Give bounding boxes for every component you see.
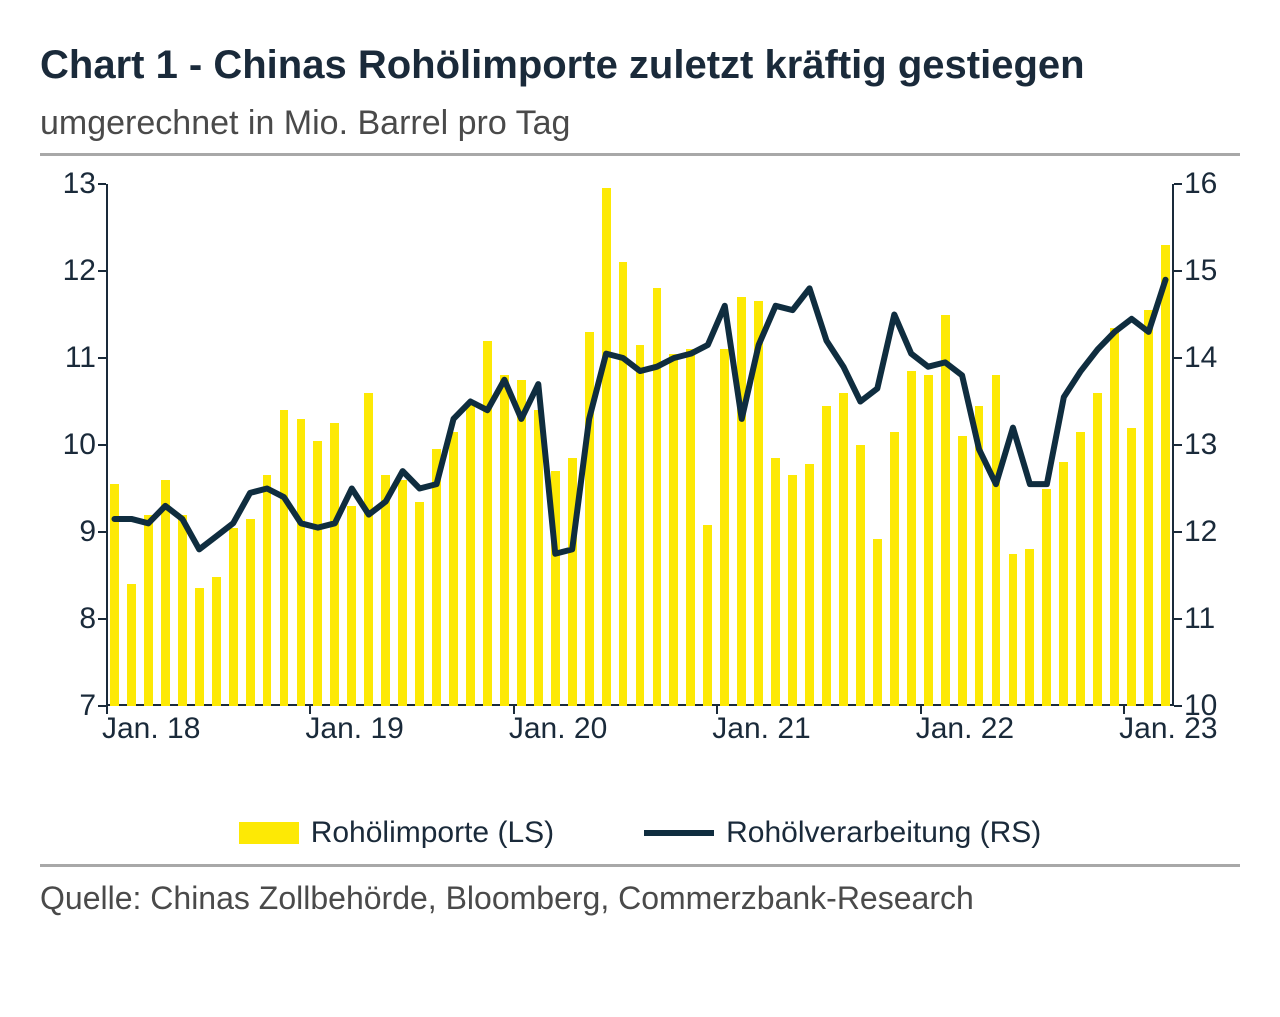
- plot-wrap: 7891011121310111213141516Jan. 18Jan. 19J…: [40, 174, 1240, 754]
- series-line: [114, 280, 1165, 554]
- y-left-tickmark: [98, 444, 106, 446]
- line-overlay: [106, 184, 1174, 706]
- y-right-tickmark: [1174, 531, 1182, 533]
- x-tickmark: [106, 706, 108, 714]
- y-right-tickmark: [1174, 183, 1182, 185]
- x-tick: Jan. 22: [916, 706, 1014, 746]
- chart-container: Chart 1 - Chinas Rohölimporte zuletzt kr…: [0, 0, 1280, 1017]
- legend-line-label: Rohölverarbeitung (RS): [726, 816, 1041, 850]
- x-tick: Jan. 19: [305, 706, 403, 746]
- chart-subtitle: umgerechnet in Mio. Barrel pro Tag: [40, 104, 1240, 143]
- legend: Rohölimporte (LS) Rohölverarbeitung (RS): [40, 816, 1240, 850]
- plot-area: 7891011121310111213141516Jan. 18Jan. 19J…: [106, 184, 1174, 706]
- y-left-tickmark: [98, 618, 106, 620]
- y-right-tickmark: [1174, 618, 1182, 620]
- y-left-tickmark: [98, 270, 106, 272]
- y-left-tickmark: [98, 357, 106, 359]
- x-tick: Jan. 20: [509, 706, 607, 746]
- y-right-tickmark: [1174, 270, 1182, 272]
- chart-title: Chart 1 - Chinas Rohölimporte zuletzt kr…: [40, 40, 1240, 90]
- x-tick: Jan. 23: [1119, 706, 1217, 746]
- legend-swatch-line-icon: [644, 830, 714, 836]
- y-left-tickmark: [98, 183, 106, 185]
- legend-swatch-bar-icon: [239, 822, 299, 844]
- legend-bars-label: Rohölimporte (LS): [311, 816, 554, 850]
- divider-top: [40, 153, 1240, 156]
- x-tickmark: [1123, 706, 1125, 714]
- x-tick: Jan. 21: [712, 706, 810, 746]
- chart-source: Quelle: Chinas Zollbehörde, Bloomberg, C…: [40, 877, 1240, 920]
- x-tickmark: [309, 706, 311, 714]
- x-tick: Jan. 18: [102, 706, 200, 746]
- legend-item-line: Rohölverarbeitung (RS): [644, 816, 1041, 850]
- legend-item-bars: Rohölimporte (LS): [239, 816, 554, 850]
- y-left-tickmark: [98, 531, 106, 533]
- x-tickmark: [716, 706, 718, 714]
- divider-bottom: [40, 864, 1240, 867]
- x-tickmark: [920, 706, 922, 714]
- y-right-tickmark: [1174, 444, 1182, 446]
- y-right-tickmark: [1174, 357, 1182, 359]
- x-tickmark: [513, 706, 515, 714]
